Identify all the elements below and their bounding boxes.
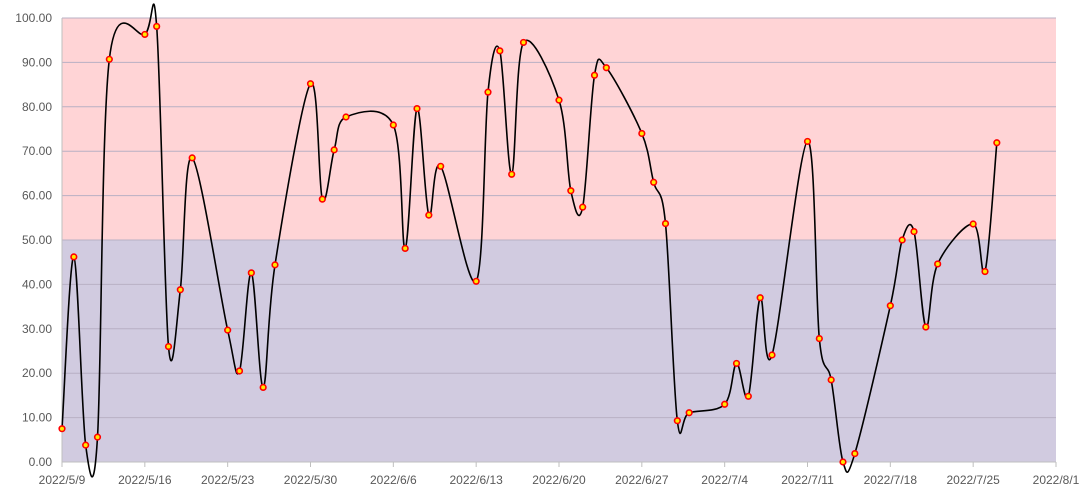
- data-point: [188, 154, 196, 162]
- data-point: [70, 253, 78, 261]
- data-point: [744, 392, 752, 400]
- data-point: [271, 261, 279, 269]
- x-tick-label: 2022/5/23: [201, 473, 255, 487]
- data-point: [969, 220, 977, 228]
- data-point: [910, 227, 918, 236]
- data-point: [661, 219, 670, 228]
- x-tick-label: 2022/5/30: [284, 473, 338, 487]
- y-tick-label: 40.00: [22, 277, 52, 291]
- data-point: [803, 137, 812, 146]
- x-tick-label: 2022/7/4: [701, 473, 748, 487]
- y-tick-label: 0.00: [29, 455, 53, 469]
- data-point: [519, 38, 528, 47]
- y-tick-label: 20.00: [22, 366, 52, 380]
- data-point: [638, 129, 646, 138]
- data-point: [425, 211, 433, 219]
- data-point: [437, 162, 445, 170]
- data-point: [934, 260, 942, 268]
- x-tick-label: 2022/7/25: [946, 473, 1000, 487]
- data-point: [389, 121, 397, 129]
- data-point: [898, 236, 906, 244]
- data-point: [330, 146, 338, 154]
- data-point: [472, 277, 480, 285]
- data-point: [413, 104, 421, 113]
- band-0: [62, 240, 1056, 462]
- data-point: [886, 302, 894, 310]
- x-tick-label: 2022/5/16: [118, 473, 172, 487]
- x-tick-label: 2022/7/18: [864, 473, 918, 487]
- data-point: [224, 326, 232, 334]
- data-point: [306, 80, 315, 88]
- data-point: [673, 417, 681, 425]
- data-point: [590, 71, 599, 79]
- data-point: [602, 64, 610, 72]
- data-point: [815, 334, 823, 343]
- data-point: [401, 244, 409, 253]
- data-point: [259, 383, 267, 392]
- y-tick-label: 50.00: [22, 233, 52, 247]
- data-point: [176, 286, 184, 294]
- x-tick-label: 2022/8/1: [1033, 473, 1080, 487]
- y-tick-label: 70.00: [22, 144, 52, 158]
- data-point: [851, 449, 859, 458]
- data-point: [153, 22, 161, 31]
- x-tick-label: 2022/6/20: [532, 473, 586, 487]
- data-point: [685, 409, 693, 417]
- data-point: [555, 96, 563, 104]
- data-point: [508, 170, 516, 178]
- data-point: [768, 351, 776, 359]
- y-tick-label: 10.00: [22, 411, 52, 425]
- y-tick-label: 80.00: [22, 100, 52, 114]
- data-point: [756, 294, 764, 302]
- x-tick-label: 2022/6/13: [449, 473, 503, 487]
- data-point: [922, 323, 930, 331]
- data-point: [141, 30, 149, 39]
- data-point: [579, 203, 587, 211]
- data-point: [993, 139, 1001, 147]
- y-tick-label: 60.00: [22, 189, 52, 203]
- y-tick-label: 100.00: [15, 11, 52, 25]
- x-tick-label: 2022/7/11: [781, 473, 834, 487]
- x-tick-label: 2022/6/27: [615, 473, 669, 487]
- data-point: [105, 55, 113, 63]
- data-point: [650, 178, 658, 186]
- data-point: [58, 425, 66, 433]
- data-point: [567, 187, 575, 195]
- data-point: [342, 113, 350, 121]
- data-point: [247, 269, 255, 277]
- data-point: [164, 342, 173, 351]
- data-point: [732, 359, 741, 368]
- data-point: [318, 195, 326, 203]
- data-point: [827, 376, 835, 384]
- data-point: [496, 47, 504, 55]
- y-tick-label: 30.00: [22, 322, 52, 336]
- data-point: [235, 367, 244, 375]
- data-point: [839, 458, 847, 466]
- x-tick-label: 2022/5/9: [39, 473, 86, 487]
- data-point: [721, 400, 729, 408]
- data-point: [93, 433, 102, 441]
- x-tick-label: 2022/6/6: [370, 473, 417, 487]
- data-point: [484, 88, 492, 96]
- band-1: [62, 18, 1056, 240]
- data-point: [82, 441, 90, 449]
- data-point: [981, 267, 989, 276]
- y-tick-label: 90.00: [22, 55, 52, 69]
